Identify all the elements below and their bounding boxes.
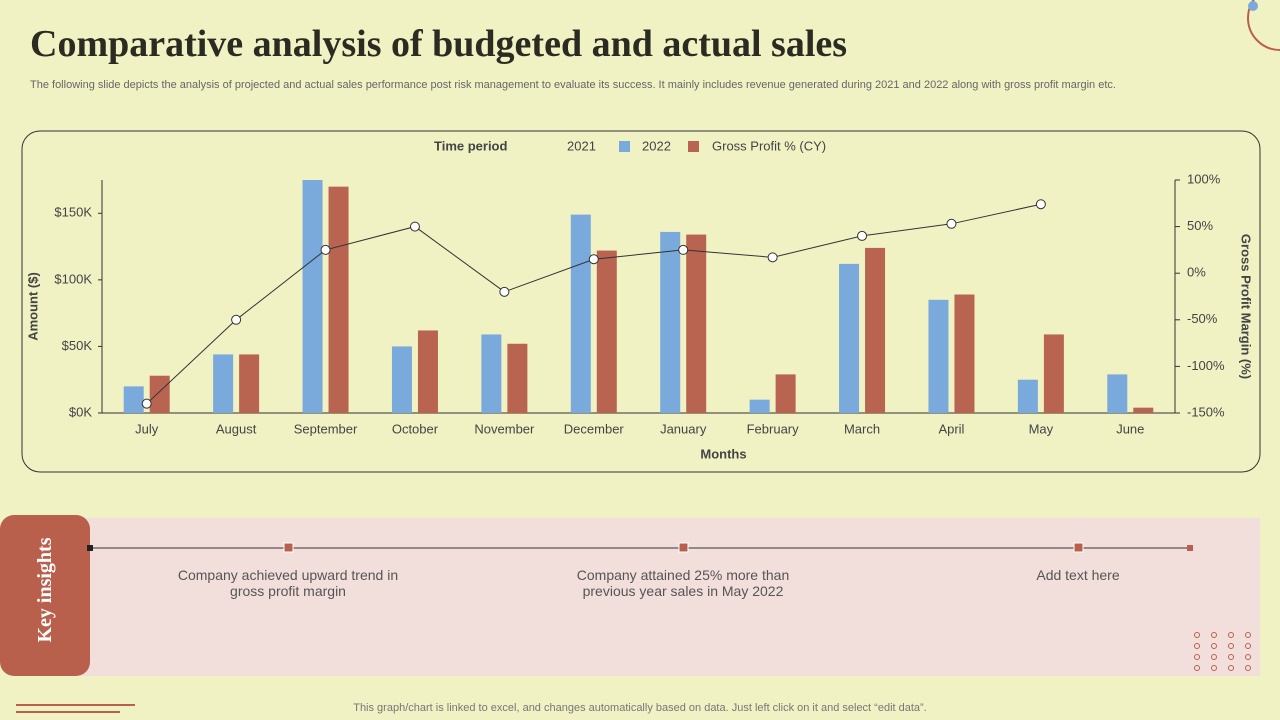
bar [1107, 374, 1128, 413]
legend-label: 2021 [567, 138, 596, 153]
decor [1247, 0, 1280, 51]
insights-panel [20, 518, 1260, 676]
insight-text: Add text here [1036, 567, 1120, 583]
bar [391, 346, 412, 413]
bar [570, 214, 591, 413]
bar [865, 247, 886, 413]
x-tick-label: January [660, 421, 707, 436]
x-tick-label: September [294, 421, 358, 436]
y-axis-label: Amount ($) [25, 272, 40, 341]
bar [596, 250, 617, 413]
line-point [857, 230, 868, 241]
y-tick-label: $100K [54, 271, 92, 286]
bar [302, 180, 323, 413]
legend-label: 2022 [642, 138, 671, 153]
bar [954, 294, 975, 413]
bar [213, 354, 234, 413]
bar [149, 375, 170, 413]
x-tick-label: May [1029, 421, 1054, 436]
legend-swatch [688, 141, 699, 152]
line-point [320, 244, 331, 255]
bar [1017, 379, 1038, 413]
insight-text: Company attained 25% more than previous … [576, 567, 790, 599]
line-point [231, 314, 242, 325]
line-point [678, 244, 689, 255]
bar [660, 231, 681, 413]
y2-tick-label: 50% [1187, 218, 1213, 233]
footer-note: This graph/chart is linked to excel, and… [353, 702, 927, 714]
y2-axis-label: Gross Profit Margin (%) [1239, 234, 1254, 379]
chart: $0K $50K $100K $150K -150% -100% -50% 0% 50% 100%… [21, 0, 1280, 473]
bar [839, 263, 860, 413]
line-point [409, 221, 420, 232]
key-box [0, 515, 90, 676]
line [146, 203, 1041, 405]
line-point [141, 398, 152, 409]
x-tick-label: February [747, 421, 800, 436]
chart-frame [21, 130, 1261, 473]
line-point [499, 286, 510, 297]
x-axis-label: Months [700, 446, 746, 461]
y-tick-label: $0K [69, 404, 92, 419]
bar [123, 386, 144, 413]
y2-tick-label: -100% [1187, 358, 1225, 373]
legend-title: Time period [434, 138, 508, 153]
y2-tick-label: -50% [1187, 311, 1218, 326]
legend-swatch [619, 141, 630, 152]
x-tick-label: June [1116, 421, 1144, 436]
bar [328, 186, 349, 413]
x-tick-label: October [392, 421, 439, 436]
x-tick-label: July [135, 421, 159, 436]
decor [1248, 1, 1258, 11]
x-tick-label: November [474, 421, 535, 436]
line-point [767, 252, 778, 263]
line-point [946, 218, 957, 229]
bar [775, 374, 796, 413]
title: Comparative analysis of budgeted and act… [30, 23, 848, 65]
y2-tick-label: 100% [1187, 171, 1221, 186]
x-tick-label: December [564, 421, 625, 436]
bar [686, 234, 707, 413]
bar [749, 399, 770, 413]
bar [928, 299, 949, 413]
insight-text: Company achieved upward trend in gross p… [177, 567, 399, 599]
y2-tick-label: -150% [1187, 404, 1225, 419]
bar [1043, 334, 1064, 413]
bar [239, 354, 260, 413]
subtitle: The following slide depicts the analysis… [30, 79, 1116, 91]
x-tick-label: August [216, 421, 257, 436]
y-tick-label: $50K [62, 338, 93, 353]
bar [417, 330, 438, 413]
key-label: Key insights [34, 537, 56, 643]
bar [481, 334, 502, 413]
line-point [588, 254, 599, 265]
y2-tick-label: 0% [1187, 265, 1206, 280]
line-point [1035, 199, 1046, 210]
bar [1133, 407, 1154, 413]
bar [507, 343, 528, 413]
y-tick-label: $150K [54, 205, 92, 220]
legend-label: Gross Profit % (CY) [712, 138, 826, 153]
x-tick-label: March [844, 421, 880, 436]
x-tick-label: April [938, 421, 964, 436]
